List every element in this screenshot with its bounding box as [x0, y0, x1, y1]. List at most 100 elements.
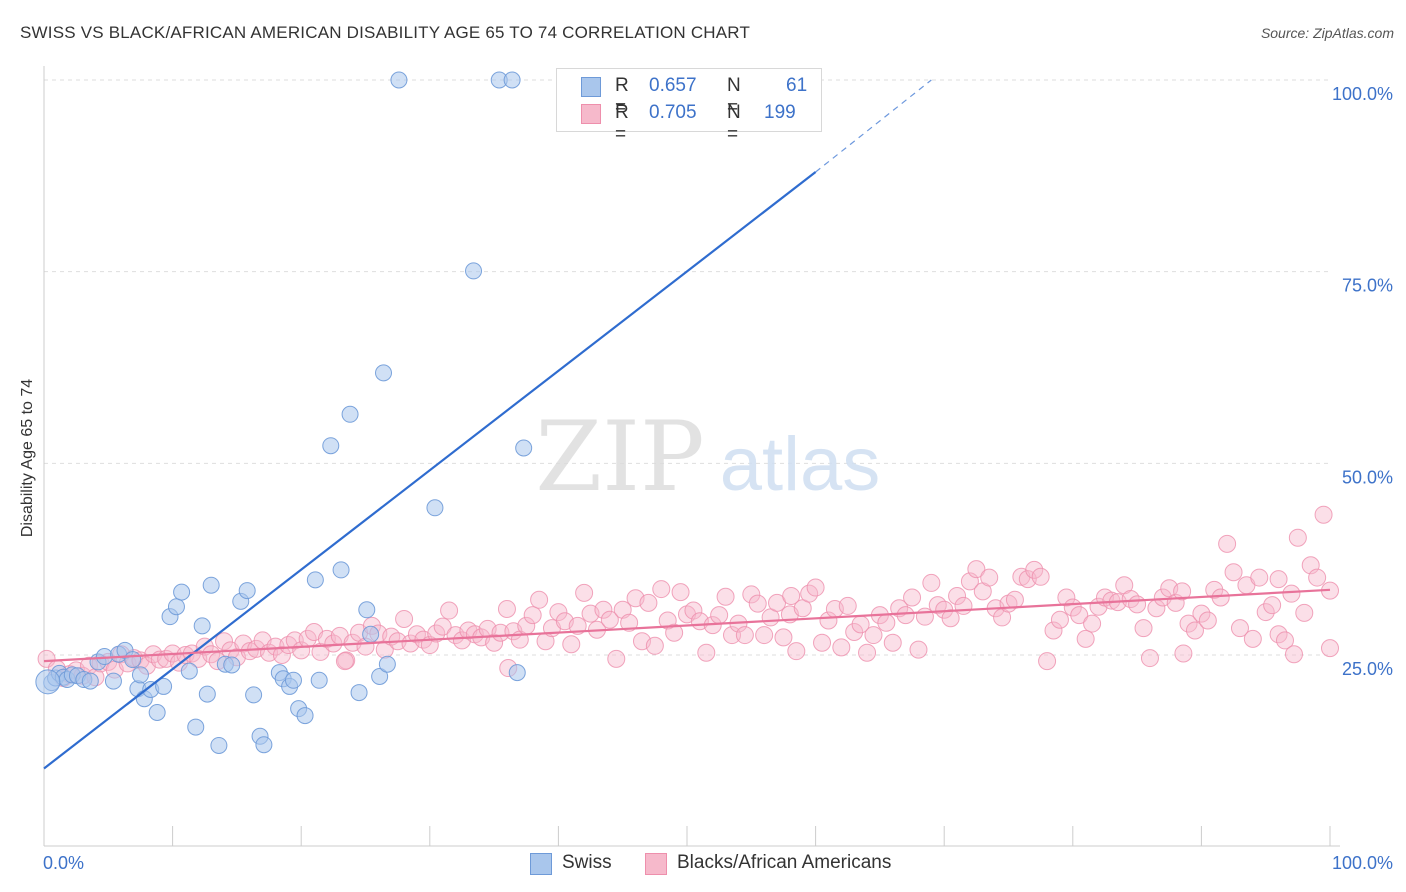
bottom-black-swatch [645, 853, 667, 875]
black-point [639, 593, 658, 612]
bottom-swiss-swatch [530, 853, 552, 875]
swiss-trendline [43, 171, 817, 770]
swiss-point [255, 736, 273, 754]
swiss-point [332, 561, 350, 579]
swiss-point [350, 684, 368, 702]
black-point [782, 586, 801, 605]
black-point [1243, 629, 1262, 648]
black-point [1057, 588, 1076, 607]
swiss-point [508, 664, 526, 682]
black-point [1256, 603, 1275, 622]
black-point [1211, 588, 1230, 607]
black-point [1044, 621, 1063, 640]
black-point [742, 585, 761, 604]
black-point [819, 611, 838, 630]
black-point [845, 623, 864, 641]
black-point [311, 642, 330, 661]
chart-title: SWISS VS BLACK/AFRICAN AMERICAN DISABILI… [20, 23, 751, 42]
trendlines [43, 79, 1331, 770]
black-point [1275, 631, 1294, 650]
black-point [433, 617, 452, 636]
black-point [1314, 505, 1333, 524]
y-tick-label: 75.0% [1342, 276, 1393, 296]
swiss-point [223, 656, 241, 674]
black-point [485, 633, 504, 652]
swiss-point [187, 718, 205, 736]
black-point [523, 606, 542, 625]
black-point [1308, 568, 1327, 587]
black-point [813, 633, 832, 652]
black-point [1198, 611, 1217, 630]
axes [43, 66, 1340, 847]
swiss-point [515, 439, 533, 457]
swiss-r-value: 0.657 [649, 75, 697, 96]
swiss-trendline-extension [815, 79, 932, 173]
black-point [948, 586, 967, 605]
swiss-point [124, 651, 142, 669]
black-point [613, 600, 632, 619]
y-axis-label: Disability Age 65 to 74 [19, 378, 36, 538]
black-point [684, 601, 703, 620]
black-n-label: N = [727, 102, 741, 145]
black-point [1250, 568, 1269, 587]
black-point [440, 601, 459, 620]
black-point [1140, 649, 1159, 668]
tick-labels: 25.0% 50.0% 75.0% 100.0% 0.0% 100.0% [43, 84, 1393, 873]
black-point [1295, 603, 1314, 622]
correlation-legend: R = 0.657 N = 61 R = 0.705 N = 199 [556, 68, 822, 145]
black-point [562, 635, 581, 654]
black-point [1076, 629, 1095, 648]
black-point [1025, 560, 1044, 579]
black-point [883, 633, 902, 652]
black-point [896, 606, 915, 625]
black-point [716, 587, 735, 606]
black-point [607, 649, 626, 668]
swiss-point [306, 571, 324, 589]
source-label: Source: ZipAtlas.com [1260, 25, 1394, 41]
black-point [215, 632, 234, 651]
black-point [575, 583, 594, 602]
swiss-point [148, 704, 166, 721]
black-swatch [581, 104, 601, 124]
black-point [549, 603, 568, 622]
black-point [954, 596, 973, 615]
y-tick-label: 100.0% [1332, 84, 1393, 104]
black-point [735, 626, 754, 645]
black-point [195, 637, 214, 656]
swiss-point [503, 71, 521, 89]
black-point [272, 646, 291, 664]
black-point [748, 594, 767, 613]
black-point [671, 583, 690, 602]
black-point [1038, 652, 1057, 671]
black-n-value: 199 [764, 102, 796, 123]
black-point [903, 588, 922, 607]
black-point [324, 634, 343, 653]
swiss-n-label: N = [727, 75, 741, 118]
black-point [832, 638, 851, 657]
swiss-point [375, 364, 393, 382]
swiss-point [390, 71, 408, 89]
swiss-point [104, 672, 122, 690]
swiss-point [131, 666, 149, 684]
swiss-n-value: 61 [786, 75, 808, 96]
swiss-point [378, 655, 396, 673]
watermark: ZIP atlas [535, 401, 880, 513]
black-point [337, 651, 356, 670]
swiss-point [284, 671, 302, 689]
swiss-point [238, 582, 256, 600]
black-point [1185, 621, 1204, 640]
gridlines [44, 79, 1332, 656]
y-tick-label: 25.0% [1342, 659, 1393, 679]
swiss-point [310, 671, 328, 689]
black-point [1218, 534, 1237, 553]
black-point [922, 573, 941, 592]
swiss-point [465, 262, 483, 280]
black-point [909, 640, 928, 659]
black-point [774, 628, 793, 647]
black-trendline [43, 588, 1331, 663]
black-point [1288, 528, 1307, 547]
black-point [652, 580, 671, 599]
y-tick-label: 50.0% [1342, 467, 1393, 487]
black-point [395, 609, 414, 628]
